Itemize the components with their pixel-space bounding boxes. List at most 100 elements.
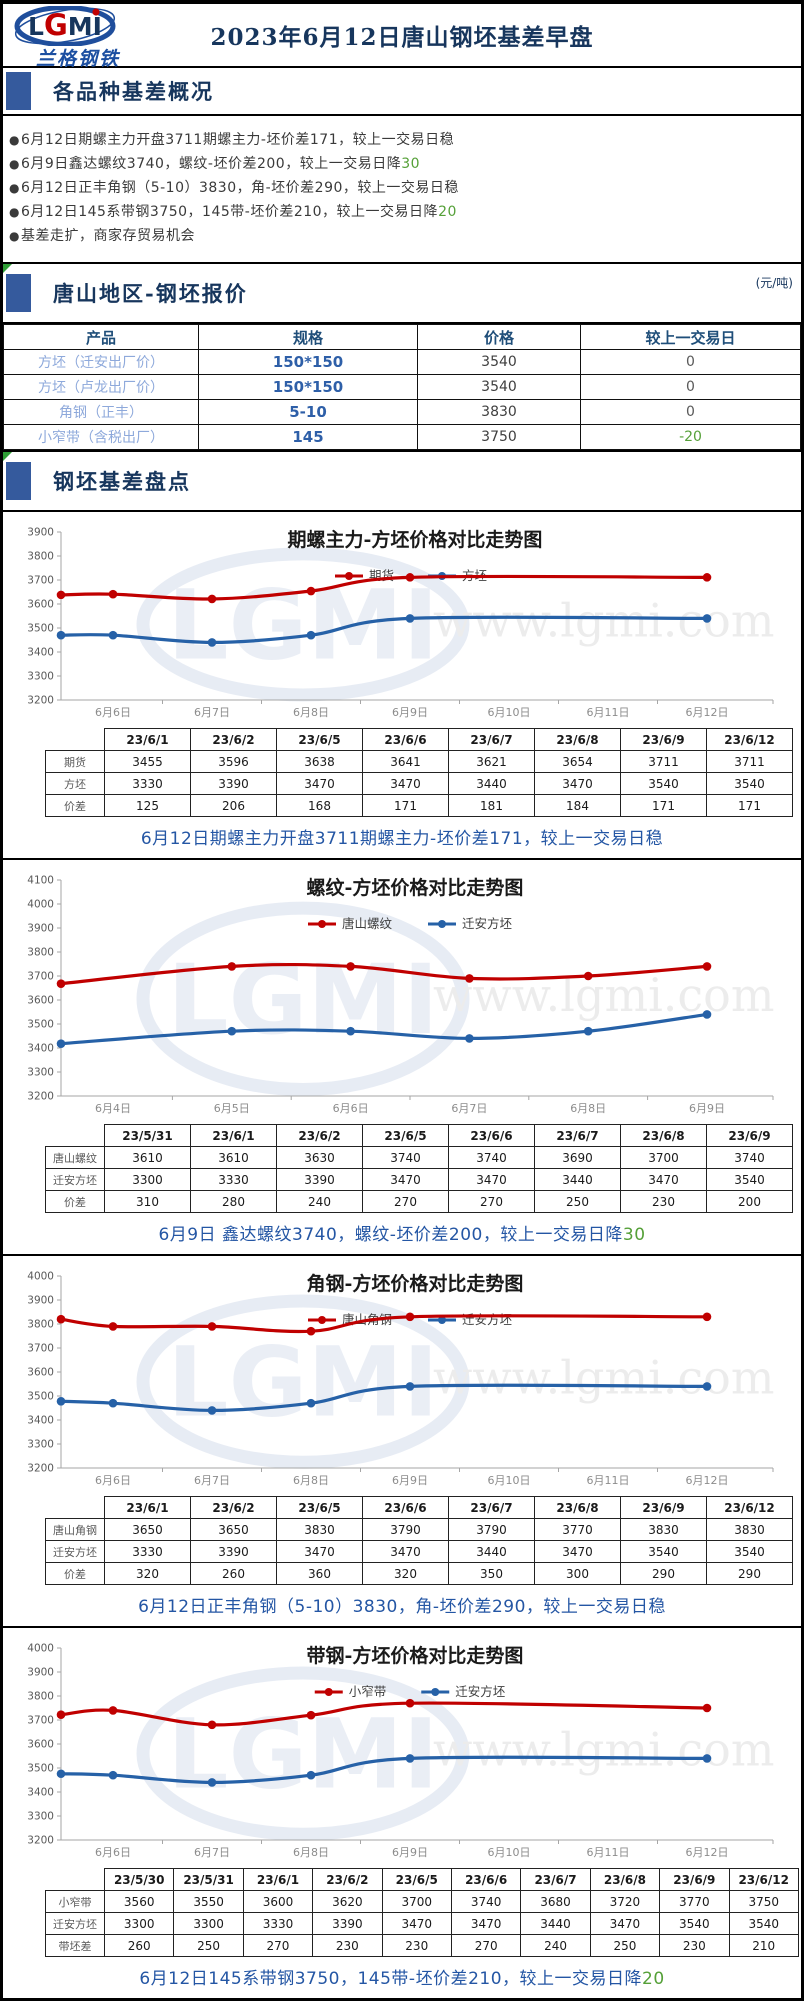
value-cell: 270 (362, 1190, 449, 1213)
svg-text:3600: 3600 (27, 599, 54, 611)
x-axis-label: 6月12日 (686, 1474, 729, 1487)
svg-text:3500: 3500 (27, 1763, 54, 1775)
legend-label: 唐山螺纹 (342, 916, 393, 931)
chart-block-4: LGMI www.lgmi.com 3200 3300 3400 3500 3600 3700… (3, 1628, 801, 1998)
x-axis-label: 6月12日 (686, 1846, 729, 1859)
chart-table-date-row: 23/5/30 23/5/31 23/6/1 23/6/2 23/6/5 23/6/6 23… (46, 1868, 799, 1891)
value-cell: 3470 (276, 772, 363, 795)
price-cell: 3540 (417, 374, 581, 400)
svg-text:3400: 3400 (27, 1415, 54, 1427)
value-cell: 270 (242, 1934, 314, 1957)
svg-text:3800: 3800 (27, 1691, 54, 1703)
chart-caption-change: 20 (642, 1969, 665, 1989)
price-cell: 3750 (417, 424, 581, 450)
bullet-text: 基差走扩，商家存贸易机会 (20, 228, 195, 244)
corner-cell (46, 1497, 105, 1519)
value-cell: 3440 (520, 1912, 591, 1935)
value-cell: 3740 (706, 1146, 793, 1169)
bullet-dot-icon (9, 228, 21, 244)
value-cell: 260 (190, 1562, 277, 1585)
value-cell: 3830 (276, 1518, 363, 1541)
svg-text:3800: 3800 (27, 947, 54, 959)
value-cell: 3300 (104, 1168, 191, 1191)
chart-data-table: 23/5/30 23/5/31 23/6/1 23/6/2 23/6/5 23/6/6 23… (45, 1868, 799, 1957)
product-cell: 方坯（迁安出厂价） (3, 349, 199, 375)
x-axis-label: 6月6日 (95, 1474, 131, 1487)
bullet-item: 6月9日鑫达螺纹3740，螺纹-坯价差200，较上一交易日降30 (9, 152, 795, 176)
chart-table-row: 方坯 3330 3390 3470 3470 3440 3470 3540 3540 (45, 772, 793, 795)
value-cell: 310 (104, 1190, 191, 1213)
chart-data-table: 23/6/1 23/6/2 23/6/5 23/6/6 23/6/7 23/6/8 23/6… (45, 728, 793, 817)
price-table-header-row: 产品 规格 价格 较上一交易日 (3, 324, 801, 350)
row-label-cell: 带坯差 (45, 1934, 105, 1957)
lgmi-logo-icon: LGMI (14, 6, 116, 46)
change-cell: -20 (580, 424, 801, 450)
value-cell: 171 (706, 794, 793, 817)
date-cell: 23/6/5 (276, 1496, 363, 1519)
basis-charts-container: LGMI www.lgmi.com 3200 3300 3400 3500 3600 3700… (3, 512, 801, 1998)
svg-text:3300: 3300 (27, 1067, 54, 1079)
value-cell: 3440 (448, 1540, 535, 1563)
svg-text:3700: 3700 (27, 971, 54, 983)
x-axis-label: 6月9日 (689, 1102, 725, 1115)
svg-text:3900: 3900 (27, 1295, 54, 1307)
svg-text:4000: 4000 (27, 899, 54, 911)
value-cell: 3550 (173, 1890, 244, 1913)
value-cell: 3654 (534, 750, 621, 773)
bullet-text: 6月12日145系带钢3750，145带-坯价差210，较上一交易日降 (20, 204, 439, 220)
x-axis-label: 6月11日 (587, 1474, 630, 1487)
chart-block-2: LGMI www.lgmi.com 3200 3300 3400 3500 3600 3700… (3, 860, 801, 1256)
value-cell: 3700 (381, 1890, 452, 1913)
legend-label: 迁安方坯 (462, 916, 513, 931)
value-cell: 3621 (448, 750, 535, 773)
chart-table-row: 迁安方坯 3300 3300 3330 3390 3470 3470 3440 3470 3540… (45, 1912, 799, 1935)
value-cell: 3540 (659, 1912, 730, 1935)
date-cell: 23/6/2 (312, 1868, 383, 1891)
price-unit-label: (元/吨) (755, 276, 793, 290)
date-cell: 23/6/9 (706, 1124, 793, 1147)
row-label-cell: 迁安方坯 (45, 1912, 105, 1935)
page-title: 2023年6月12日唐山钢坯基差早盘 (210, 24, 594, 51)
value-cell: 3770 (659, 1890, 730, 1913)
value-cell: 270 (450, 1934, 522, 1957)
svg-text:LGMI: LGMI (167, 1327, 438, 1439)
value-cell: 3610 (190, 1146, 277, 1169)
chart-title: 期螺主力-方坯价格对比走势图 (288, 528, 543, 551)
svg-text:3800: 3800 (27, 1319, 54, 1331)
chart-table-row: 带坯差 260 250 270 230 230 270 240 250 230 210 (45, 1934, 799, 1957)
bullet-item: 基差走扩，商家存贸易机会 (9, 224, 795, 248)
steel-price-table: 产品 规格 价格 较上一交易日 方坯（迁安出厂价） 150*150 3540 0 方坯（卢龙出… (3, 324, 801, 450)
row-label-cell: 迁安方坯 (45, 1168, 105, 1191)
svg-text:3500: 3500 (27, 1391, 54, 1403)
chart-table-row: 唐山螺纹 3610 3610 3630 3740 3740 3690 3700 3740 (45, 1146, 793, 1169)
value-cell: 3750 (728, 1890, 799, 1913)
x-axis-label: 6月10日 (488, 1846, 531, 1859)
row-label-cell: 价差 (45, 794, 105, 817)
x-axis-label: 6月8日 (293, 1846, 329, 1859)
value-cell: 3540 (620, 772, 707, 795)
date-cell: 23/5/31 (173, 1868, 244, 1891)
value-cell: 3830 (706, 1518, 793, 1541)
value-cell: 3390 (190, 772, 277, 795)
date-cell: 23/6/12 (728, 1868, 799, 1891)
x-axis-label: 6月11日 (587, 1846, 630, 1859)
value-cell: 3470 (362, 772, 449, 795)
x-axis-label: 6月12日 (686, 706, 729, 719)
value-cell: 3470 (589, 1912, 661, 1935)
value-cell: 260 (103, 1934, 175, 1957)
chart-table-row: 价差 310 280 240 270 270 250 230 200 (45, 1190, 793, 1213)
date-cell: 23/6/9 (659, 1868, 730, 1891)
value-cell: 3650 (190, 1518, 277, 1541)
value-cell: 360 (276, 1562, 363, 1585)
value-cell: 3470 (448, 1168, 535, 1191)
svg-text:3900: 3900 (27, 1667, 54, 1679)
value-cell: 184 (534, 794, 621, 817)
value-cell: 210 (728, 1934, 799, 1957)
price-cell: 3540 (417, 349, 581, 375)
x-axis-label: 6月9日 (392, 706, 428, 719)
svg-text:3800: 3800 (27, 551, 54, 563)
svg-text:3700: 3700 (27, 1343, 54, 1355)
value-cell: 230 (381, 1934, 452, 1957)
